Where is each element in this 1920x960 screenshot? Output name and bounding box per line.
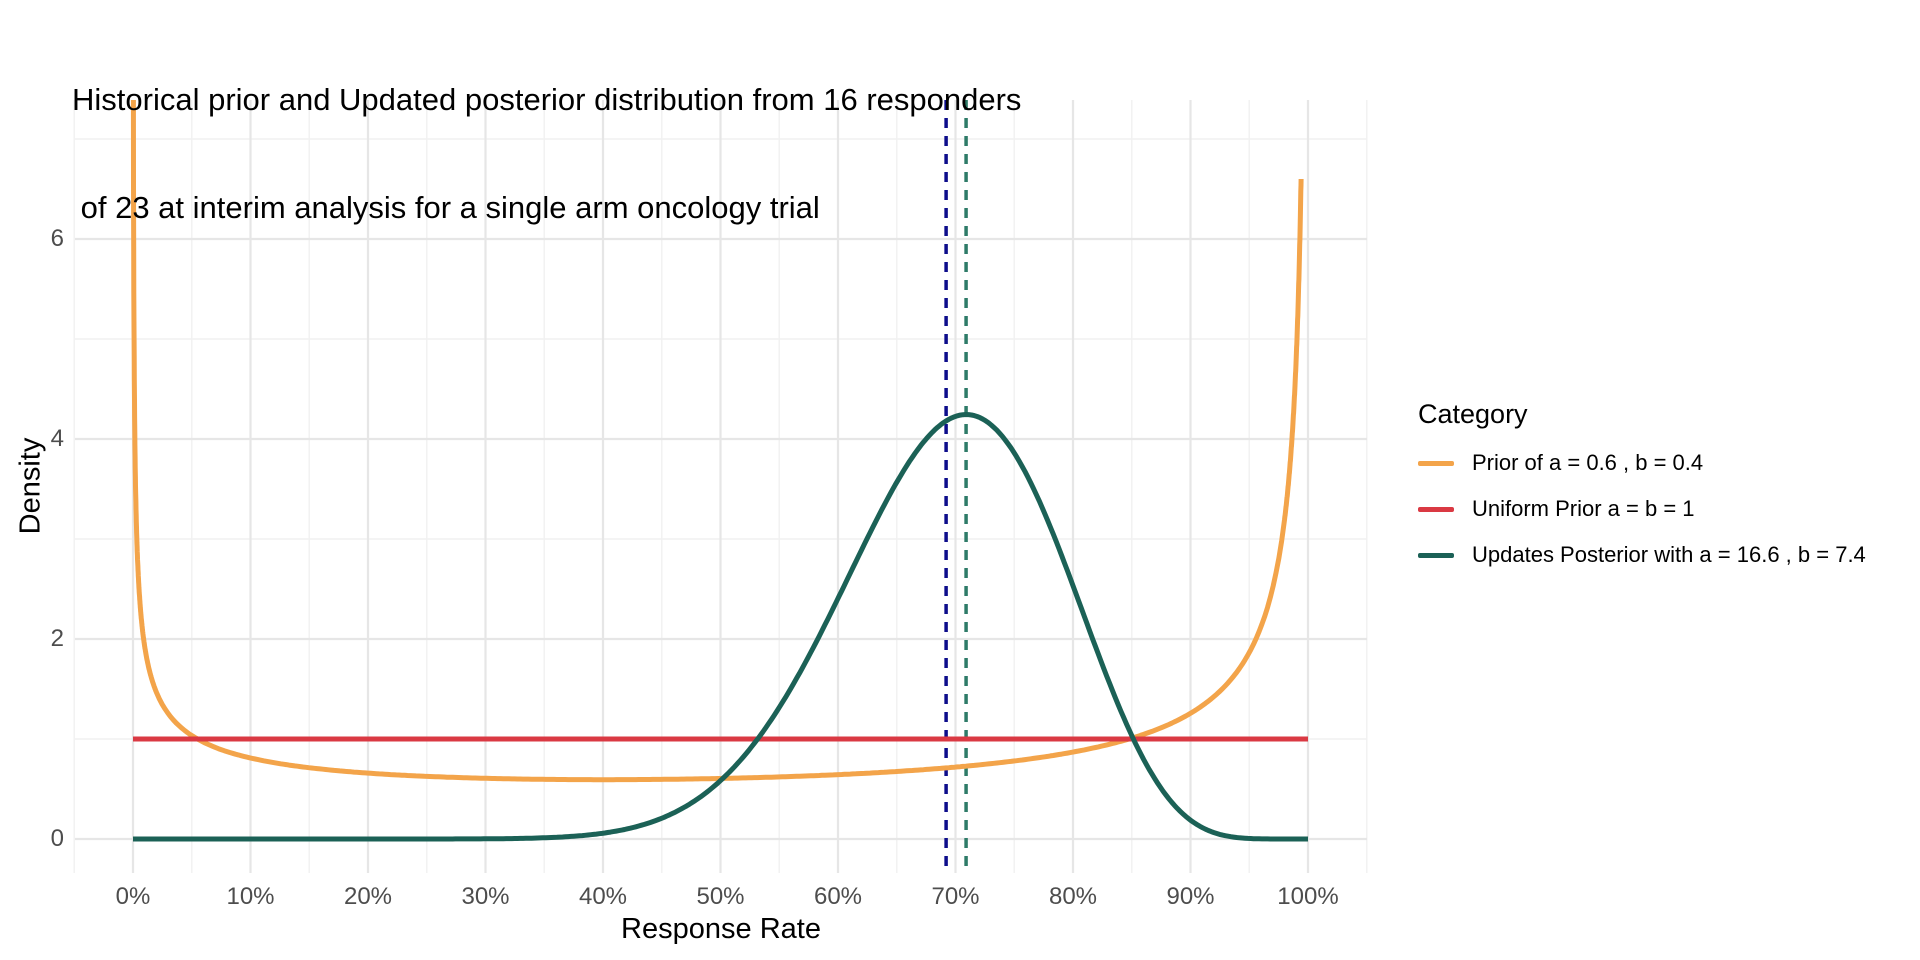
- x-tick-label: 70%: [931, 883, 980, 910]
- chart-title-line1: Historical prior and Updated posterior d…: [72, 82, 1022, 117]
- y-tick-label: 2: [50, 625, 64, 652]
- x-tick-label: 30%: [461, 883, 510, 910]
- x-tick-label: 80%: [1048, 883, 1098, 910]
- legend-title: Category: [1418, 399, 1528, 429]
- chart-title-line2: of 23 at interim analysis for a single a…: [72, 190, 820, 225]
- legend-key-line: [1418, 460, 1454, 466]
- x-axis-title: Response Rate: [621, 913, 821, 945]
- chart-title: Historical prior and Updated posterior d…: [72, 10, 1021, 298]
- x-tick-label: 90%: [1166, 883, 1215, 910]
- legend: Category Prior of a = 0.6 , b = 0.4 Unifo…: [1418, 398, 1866, 578]
- legend-item: Uniform Prior a = b = 1: [1418, 486, 1866, 532]
- legend-key-line: [1418, 552, 1454, 558]
- x-tick-label: 40%: [578, 883, 628, 910]
- legend-key-line: [1418, 506, 1454, 512]
- y-tick-label: 0: [50, 825, 64, 852]
- y-tick-label: 6: [50, 225, 64, 252]
- legend-item: Updates Posterior with a = 16.6 , b = 7.…: [1418, 532, 1866, 578]
- posterior-curve: [130, 412, 1311, 842]
- legend-items: Prior of a = 0.6 , b = 0.4 Uniform Prior …: [1418, 440, 1866, 578]
- legend-item-label: Prior of a = 0.6 , b = 0.4: [1472, 450, 1704, 475]
- y-tick-label: 4: [50, 425, 64, 452]
- legend-item-label: Updates Posterior with a = 16.6 , b = 7.…: [1472, 542, 1866, 567]
- x-tick-label: 20%: [343, 883, 393, 910]
- legend-item-label: Uniform Prior a = b = 1: [1472, 496, 1695, 521]
- legend-item: Prior of a = 0.6 , b = 0.4: [1418, 440, 1866, 486]
- x-tick-label: 100%: [1277, 883, 1339, 910]
- x-tick-label: 50%: [696, 883, 745, 910]
- x-tick-label: 10%: [226, 883, 275, 910]
- x-tick-label: 60%: [813, 883, 863, 910]
- x-tick-label: 0%: [115, 883, 151, 910]
